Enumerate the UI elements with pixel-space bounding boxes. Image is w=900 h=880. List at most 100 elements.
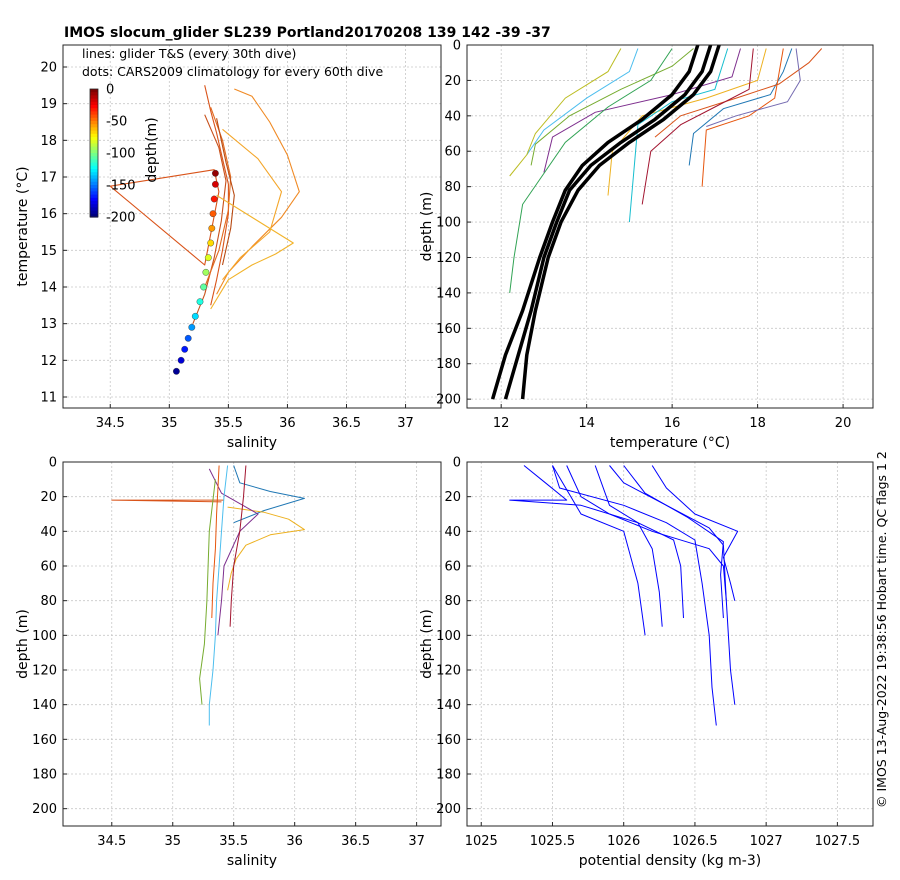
climatology-dot [191,312,199,320]
climatology-dot [210,195,218,203]
series-line [552,465,717,726]
glider-profile-line [509,48,673,293]
y-tick-label: 60 [40,560,57,575]
y-tick-label: 160 [436,322,461,337]
colorbar-segment [90,149,98,154]
series-line [552,465,646,636]
y-tick-label: 40 [444,109,461,124]
colorbar-segment [90,159,98,164]
climatology-dot [207,239,215,247]
colorbar-segment [90,204,98,208]
colorbar-segment [90,133,98,138]
y-axis-label: depth (m) [419,609,435,679]
colorbar-segment [90,143,98,148]
series-line [566,465,727,601]
x-tick-label: 36.5 [332,416,361,431]
y-tick-label: 11 [40,391,57,406]
glider-profile-line [509,48,622,177]
legend: lines: glider T&S (every 30th dive) dots:… [82,46,383,79]
series-line [594,465,663,627]
x-tick-label: 35.5 [214,416,243,431]
y-tick-label: 60 [444,145,461,160]
y-tick-label: 13 [40,317,57,332]
y-tick-label: 80 [40,594,57,609]
depth-colorbar: 0 -50 -100 -150 -200 depth(m) [89,83,160,226]
colorbar-segment [90,146,98,151]
y-tick-label: 19 [40,97,57,112]
colorbar-segment [90,175,98,180]
glider-profile-line [543,48,741,173]
glider-profile-line [701,48,784,187]
x-tick-label: 12 [493,416,510,431]
y-tick-label: 40 [444,525,461,540]
x-axis-label: salinity [227,435,277,451]
colorbar-segment [90,210,98,215]
colorbar-segment [90,165,98,170]
series-line [111,499,224,503]
copyright-note: © IMOS 13-Aug-2022 19:38:56 Hobart time.… [874,451,889,808]
x-axis-label: potential density (kg m-3) [579,853,761,869]
axes-frame [62,44,442,409]
y-tick-label: 15 [40,244,57,259]
climatology-dot [204,254,212,262]
climatology-dot [172,367,180,375]
glider-profile-line [641,48,754,205]
colorbar-segment [90,95,98,100]
y-tick-label: 40 [40,525,57,540]
glider-profile-line [688,48,793,166]
colorbar-segment [90,114,98,119]
colorbar-segment [90,169,98,173]
y-tick-label: 180 [32,768,57,783]
series-line [216,118,235,266]
figure-title: IMOS slocum_glider SL239 Portland2017020… [64,25,551,41]
panels: 34.5 35 35.5 36 36.5 37 11 12 13 14 15 16 17 18 19 20 sa… [15,39,874,869]
x-tick-label: 20 [835,416,852,431]
climatology-dot [211,180,219,188]
climatology-dot [209,210,217,218]
series-line [227,506,305,591]
y-tick-label: 20 [444,490,461,505]
y-tick-label: 12 [40,354,57,369]
colorbar-segment [90,111,98,116]
x-axis-label: temperature (°C) [610,435,730,451]
glider-profile-line [526,48,639,156]
x-tick-label: 35.5 [219,834,248,849]
x-tick-label: 37 [408,834,425,849]
colorbar-tick-label: -150 [106,179,136,194]
glider-profile-line [628,48,729,223]
y-tick-label: 17 [40,171,57,186]
y-tick-label: 14 [40,281,57,296]
colorbar-segment [90,181,98,186]
colorbar-segment [90,117,98,122]
series-line [109,169,220,266]
colorbar-frame [89,88,99,218]
climatology-dot [196,298,204,306]
colorbar-segment [90,191,98,196]
x-tick-label: 35 [164,834,181,849]
legend-line-2: dots: CARS2009 climatology for every 60t… [82,64,383,79]
colorbar-segment [90,213,98,218]
axes-frame [466,44,874,409]
series-line [204,85,229,306]
y-tick-label: 140 [436,698,461,713]
y-tick-label: 20 [40,61,57,76]
y-tick-label: 18 [40,134,57,149]
colorbar-segment [90,188,98,192]
colorbar-segment [90,89,98,93]
colorbar-tick-label: -200 [106,211,136,226]
colorbar-segment [90,185,98,189]
y-tick-label: 80 [444,594,461,609]
colorbar-segment [90,207,98,212]
colorbar-segment [90,201,98,205]
y-tick-label: 120 [436,664,461,679]
x-tick-label: 1027.5 [815,834,861,849]
colorbar-segment [90,108,98,112]
y-tick-label: 160 [436,733,461,748]
series-line [651,465,739,601]
axes-frame [62,461,442,827]
x-tick-label: 34.5 [96,416,125,431]
climatology-dot [208,224,216,232]
glider-profile-line [654,48,823,138]
climatology-dot [184,334,192,342]
